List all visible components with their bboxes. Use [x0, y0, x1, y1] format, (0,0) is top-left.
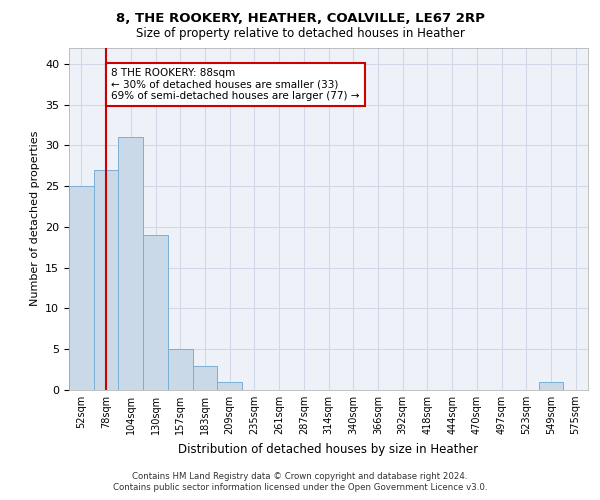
Text: Contains public sector information licensed under the Open Government Licence v3: Contains public sector information licen…: [113, 484, 487, 492]
Bar: [168, 349, 193, 390]
Bar: [69, 186, 94, 390]
Text: Contains HM Land Registry data © Crown copyright and database right 2024.: Contains HM Land Registry data © Crown c…: [132, 472, 468, 481]
Bar: [143, 235, 168, 390]
Bar: [118, 137, 143, 390]
Bar: [193, 366, 217, 390]
Bar: [217, 382, 242, 390]
X-axis label: Distribution of detached houses by size in Heather: Distribution of detached houses by size …: [178, 442, 479, 456]
Text: 8, THE ROOKERY, HEATHER, COALVILLE, LE67 2RP: 8, THE ROOKERY, HEATHER, COALVILLE, LE67…: [116, 12, 484, 26]
Text: 8 THE ROOKERY: 88sqm
← 30% of detached houses are smaller (33)
69% of semi-detac: 8 THE ROOKERY: 88sqm ← 30% of detached h…: [111, 68, 359, 101]
Y-axis label: Number of detached properties: Number of detached properties: [29, 131, 40, 306]
Bar: [539, 382, 563, 390]
Text: Size of property relative to detached houses in Heather: Size of property relative to detached ho…: [136, 28, 464, 40]
Bar: [94, 170, 118, 390]
